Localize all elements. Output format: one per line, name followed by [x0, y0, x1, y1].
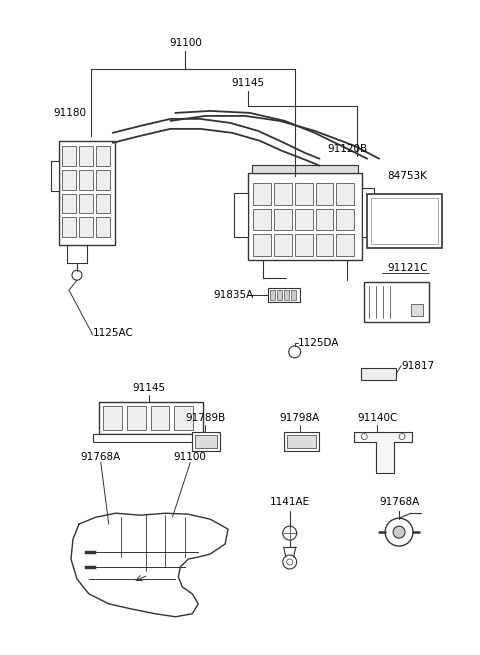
Bar — [295, 234, 312, 256]
Text: 1125AC: 1125AC — [93, 328, 134, 338]
Bar — [270, 290, 275, 300]
Bar — [367, 194, 442, 248]
Bar — [79, 217, 93, 237]
Bar — [103, 405, 122, 430]
Circle shape — [385, 518, 413, 546]
Bar — [79, 146, 93, 166]
Bar — [192, 432, 220, 451]
Circle shape — [361, 434, 367, 440]
Bar — [364, 282, 429, 322]
Text: 91140C: 91140C — [357, 413, 397, 422]
Circle shape — [72, 271, 82, 280]
Text: 91180: 91180 — [53, 108, 86, 118]
Bar — [96, 194, 110, 214]
Polygon shape — [354, 432, 412, 474]
Text: 91120B: 91120B — [327, 143, 368, 154]
Bar — [315, 208, 334, 231]
Bar — [274, 183, 292, 204]
Bar — [79, 194, 93, 214]
Bar — [59, 141, 115, 246]
Bar — [62, 146, 76, 166]
Circle shape — [287, 559, 293, 565]
Bar — [315, 183, 334, 204]
Bar — [336, 183, 354, 204]
Bar — [284, 290, 288, 300]
Text: 91768A: 91768A — [81, 453, 121, 462]
Text: 1125DA: 1125DA — [298, 338, 339, 348]
Text: 1141AE: 1141AE — [270, 497, 310, 507]
Bar — [234, 193, 248, 237]
Bar — [336, 208, 354, 231]
Bar — [274, 234, 292, 256]
Bar — [268, 288, 300, 302]
Bar — [62, 170, 76, 189]
Bar — [362, 187, 374, 237]
Bar — [62, 194, 76, 214]
Bar — [252, 164, 358, 173]
Text: 91798A: 91798A — [279, 413, 320, 422]
Bar — [127, 405, 145, 430]
Bar — [51, 160, 59, 191]
Text: 91789B: 91789B — [185, 413, 225, 422]
Circle shape — [393, 526, 405, 538]
Bar — [291, 290, 296, 300]
Text: 91835A: 91835A — [213, 290, 253, 300]
Bar — [151, 405, 169, 430]
Circle shape — [399, 434, 405, 440]
Bar — [93, 434, 209, 441]
Bar — [195, 434, 217, 449]
Text: 91100: 91100 — [169, 38, 202, 48]
Bar — [274, 208, 292, 231]
Circle shape — [283, 555, 297, 569]
Text: 91121C: 91121C — [387, 263, 428, 273]
Bar — [284, 432, 319, 451]
Bar — [62, 217, 76, 237]
Bar — [253, 208, 271, 231]
Bar — [253, 234, 271, 256]
Bar — [248, 173, 362, 260]
Bar — [295, 183, 312, 204]
Bar — [99, 402, 203, 434]
Bar — [411, 304, 423, 316]
Bar — [96, 170, 110, 189]
Text: 91817: 91817 — [401, 361, 434, 371]
Bar — [371, 198, 438, 244]
Circle shape — [288, 346, 300, 358]
Bar — [79, 170, 93, 189]
Bar — [287, 434, 315, 449]
Text: 91768A: 91768A — [379, 497, 419, 507]
Bar — [336, 234, 354, 256]
Text: 84753K: 84753K — [387, 171, 427, 181]
Bar — [96, 146, 110, 166]
Bar — [295, 208, 312, 231]
Bar — [253, 183, 271, 204]
Circle shape — [283, 526, 297, 540]
Bar — [361, 368, 396, 380]
Bar — [96, 217, 110, 237]
Text: 91100: 91100 — [174, 453, 207, 462]
Text: 91145: 91145 — [231, 78, 264, 88]
Text: 91145: 91145 — [132, 383, 165, 393]
Bar — [277, 290, 282, 300]
Bar — [174, 405, 193, 430]
Bar — [315, 234, 334, 256]
